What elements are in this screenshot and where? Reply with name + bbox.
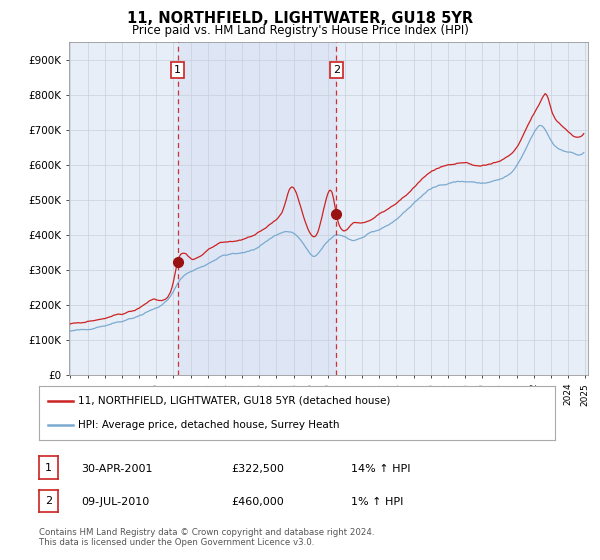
Text: 30-APR-2001: 30-APR-2001 (81, 464, 152, 474)
Text: 11, NORTHFIELD, LIGHTWATER, GU18 5YR: 11, NORTHFIELD, LIGHTWATER, GU18 5YR (127, 11, 473, 26)
Text: 1% ↑ HPI: 1% ↑ HPI (351, 497, 403, 507)
Text: 1: 1 (174, 65, 181, 75)
Text: 09-JUL-2010: 09-JUL-2010 (81, 497, 149, 507)
Text: 1: 1 (45, 463, 52, 473)
Text: 2: 2 (45, 496, 52, 506)
Bar (178, 42, 337, 375)
Text: Contains HM Land Registry data © Crown copyright and database right 2024.
This d: Contains HM Land Registry data © Crown c… (39, 528, 374, 547)
Text: £460,000: £460,000 (231, 497, 284, 507)
Text: Price paid vs. HM Land Registry's House Price Index (HPI): Price paid vs. HM Land Registry's House … (131, 24, 469, 36)
Text: 11, NORTHFIELD, LIGHTWATER, GU18 5YR (detached house): 11, NORTHFIELD, LIGHTWATER, GU18 5YR (de… (77, 396, 390, 406)
Text: HPI: Average price, detached house, Surrey Heath: HPI: Average price, detached house, Surr… (77, 420, 339, 430)
Text: 14% ↑ HPI: 14% ↑ HPI (351, 464, 410, 474)
Text: 2: 2 (333, 65, 340, 75)
Text: £322,500: £322,500 (231, 464, 284, 474)
